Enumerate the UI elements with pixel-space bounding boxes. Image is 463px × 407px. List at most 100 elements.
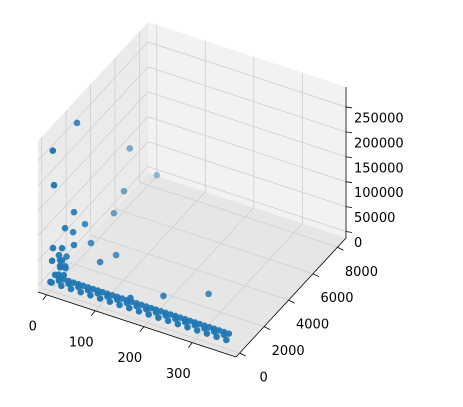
point — [135, 307, 143, 315]
y-tick-label: 8000 — [345, 265, 378, 280]
y-tick-label: 4000 — [296, 318, 329, 333]
y-tick-label: 2000 — [272, 344, 305, 359]
point — [73, 119, 81, 127]
y-tick-label: 6000 — [320, 291, 353, 306]
z-tick — [345, 181, 353, 184]
x-tick — [90, 310, 96, 317]
point — [203, 330, 211, 337]
point — [58, 244, 66, 252]
z-tick-label: 150000 — [354, 161, 404, 176]
grid-line — [192, 223, 303, 343]
z-tick-label: 250000 — [354, 111, 404, 126]
z-tick — [345, 156, 353, 159]
point — [145, 311, 152, 318]
point — [223, 336, 230, 344]
point — [125, 304, 133, 312]
point — [56, 256, 64, 264]
point — [193, 327, 201, 334]
z-tick — [345, 206, 353, 208]
point — [70, 241, 78, 249]
point — [127, 294, 134, 302]
point — [62, 264, 69, 272]
point — [70, 208, 78, 216]
grid-line — [37, 116, 149, 236]
point — [56, 262, 64, 270]
z-tick-label: 200000 — [354, 136, 404, 151]
point — [81, 220, 89, 228]
x-tick — [188, 342, 193, 348]
point — [106, 298, 114, 306]
point — [50, 181, 58, 189]
point — [48, 257, 56, 265]
point — [49, 244, 57, 252]
grid-line — [37, 41, 149, 162]
z-tick — [345, 106, 353, 109]
x-axis-line — [37, 291, 237, 358]
point — [126, 145, 134, 152]
grid-line — [139, 181, 338, 248]
point — [110, 209, 118, 217]
point — [58, 282, 65, 290]
x-tick — [139, 326, 145, 332]
grid-line — [147, 41, 347, 108]
z-tick — [345, 131, 353, 134]
point — [225, 330, 233, 337]
point — [120, 187, 128, 195]
x-tick-label: 300 — [166, 367, 191, 382]
point — [155, 314, 162, 321]
point — [67, 285, 75, 293]
x-tick-label: 200 — [117, 351, 142, 366]
point — [55, 271, 62, 279]
point — [60, 271, 68, 279]
grid-line — [147, 116, 347, 183]
point — [96, 258, 104, 266]
y-tick — [288, 299, 295, 304]
floor-pane — [38, 173, 346, 357]
grid-line — [147, 141, 347, 207]
point — [116, 301, 123, 309]
y-tick — [312, 273, 320, 278]
grid-line — [114, 208, 314, 275]
grid-line — [37, 141, 149, 261]
x-tick — [42, 294, 48, 301]
grid-line — [37, 91, 149, 212]
grid-line — [94, 191, 206, 312]
y-tick-label: 0 — [260, 371, 268, 386]
grid-line — [147, 66, 347, 133]
back-pane — [148, 22, 346, 238]
z-tick-label: 0 — [354, 236, 362, 251]
point — [49, 147, 57, 154]
point — [47, 278, 54, 286]
grid-line — [41, 287, 240, 354]
point — [63, 253, 70, 260]
point — [174, 320, 182, 328]
point — [96, 295, 104, 302]
x-tick-label: 100 — [69, 335, 94, 350]
left-pane — [38, 22, 148, 292]
point — [160, 292, 167, 300]
z-tick-label: 50000 — [354, 211, 395, 226]
point — [213, 333, 220, 341]
grid-line — [37, 166, 149, 286]
point — [69, 228, 77, 236]
point — [184, 323, 191, 331]
grid-line — [147, 91, 347, 158]
y-tick — [239, 352, 246, 357]
grid-line — [147, 166, 347, 232]
point — [153, 171, 161, 179]
grid-line — [37, 66, 149, 187]
y-tick — [337, 246, 344, 251]
x-tick-label: 0 — [29, 319, 37, 334]
point — [87, 292, 94, 299]
point — [77, 288, 85, 296]
point — [164, 317, 172, 325]
y-axis-line — [235, 237, 347, 358]
z-tick — [345, 231, 353, 233]
grid-line — [90, 234, 289, 301]
grid-line — [143, 207, 255, 328]
point — [112, 251, 120, 259]
z-tick-label: 100000 — [354, 186, 404, 201]
point — [205, 290, 212, 298]
